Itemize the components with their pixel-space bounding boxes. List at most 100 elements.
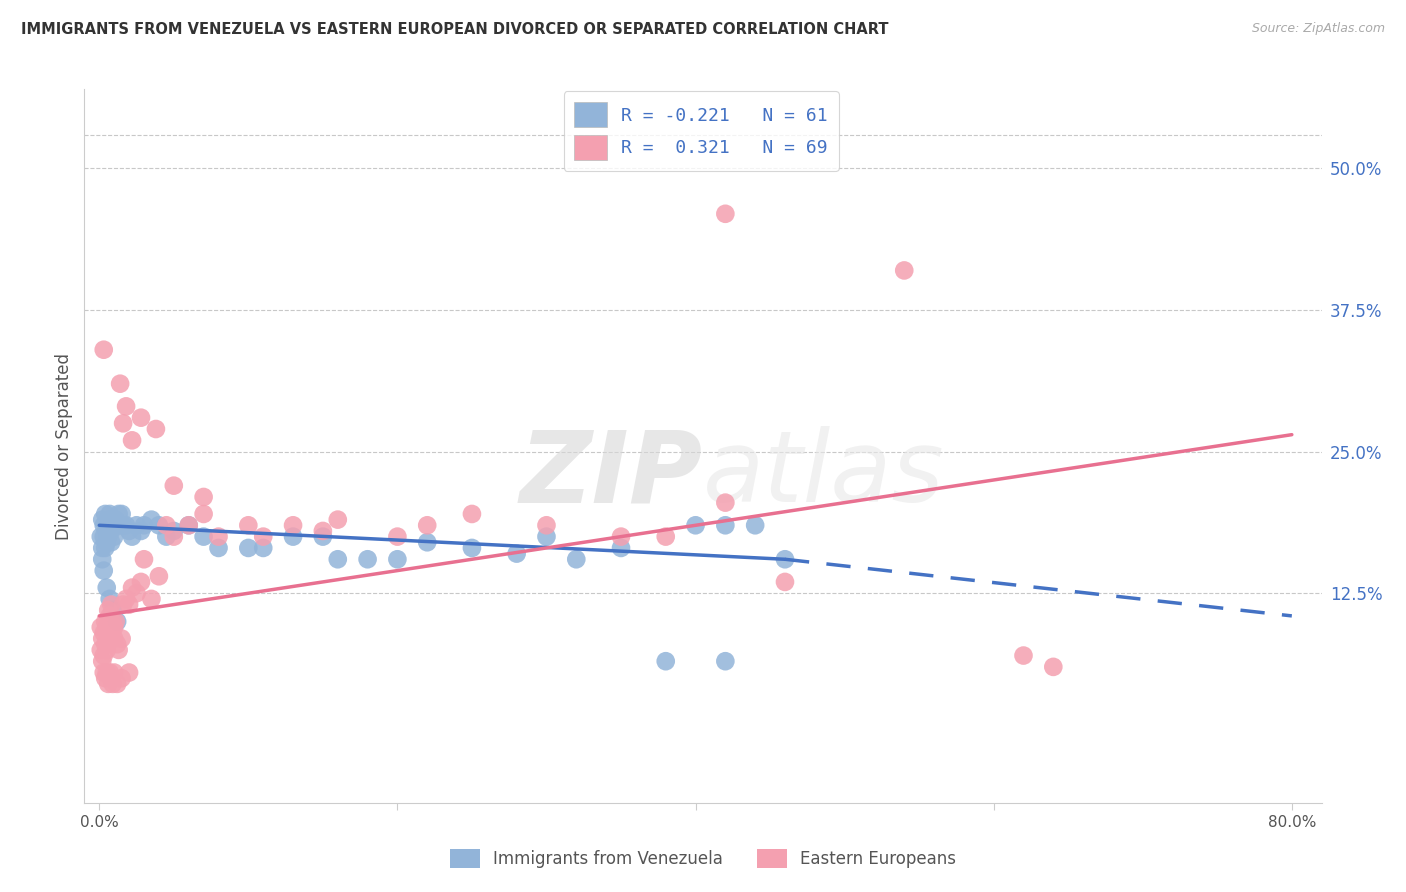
Point [118, 524, 141, 538]
Point [104, 615, 127, 629]
Point [96, 665, 118, 680]
Text: IMMIGRANTS FROM VENEZUELA VS EASTERN EUROPEAN DIVORCED OR SEPARATED CORRELATION : IMMIGRANTS FROM VENEZUELA VS EASTERN EUR… [21, 22, 889, 37]
Point [685, 518, 707, 533]
Point [97, 513, 120, 527]
Point [238, 518, 260, 533]
Point [610, 530, 633, 544]
Point [773, 574, 796, 589]
Point [94, 671, 117, 685]
Point [207, 541, 229, 555]
Point [108, 518, 131, 533]
Point [91, 632, 114, 646]
Point [91, 541, 114, 555]
Point [356, 552, 378, 566]
Point [121, 581, 143, 595]
Point [96, 524, 118, 538]
Point [654, 530, 676, 544]
Point [100, 671, 122, 685]
Point [98, 632, 121, 646]
Point [132, 518, 155, 533]
Point [654, 654, 676, 668]
Point [565, 552, 588, 566]
Point [252, 541, 274, 555]
Point [129, 410, 152, 425]
Point [145, 422, 167, 436]
Point [91, 654, 114, 668]
Point [1042, 660, 1064, 674]
Point [312, 524, 335, 538]
Point [238, 541, 260, 555]
Point [96, 535, 118, 549]
Point [141, 591, 163, 606]
Point [312, 530, 335, 544]
Point [100, 598, 122, 612]
Point [96, 620, 118, 634]
Point [132, 552, 155, 566]
Point [112, 417, 135, 431]
Point [98, 608, 121, 623]
Point [103, 530, 125, 544]
Point [97, 677, 120, 691]
Point [155, 530, 177, 544]
Point [893, 263, 915, 277]
Point [103, 518, 125, 533]
Point [98, 507, 121, 521]
Point [148, 518, 170, 533]
Point [193, 490, 215, 504]
Point [97, 530, 120, 544]
Point [98, 665, 121, 680]
Point [91, 552, 114, 566]
Point [93, 343, 115, 357]
Point [93, 648, 115, 663]
Point [155, 518, 177, 533]
Legend: Immigrants from Venezuela, Eastern Europeans: Immigrants from Venezuela, Eastern Europ… [443, 842, 963, 875]
Point [105, 518, 128, 533]
Point [714, 207, 737, 221]
Point [125, 518, 148, 533]
Point [100, 524, 122, 538]
Point [326, 552, 349, 566]
Point [103, 665, 125, 680]
Point [94, 541, 117, 555]
Point [121, 530, 143, 544]
Point [103, 632, 125, 646]
Point [177, 518, 200, 533]
Point [98, 591, 121, 606]
Point [129, 524, 152, 538]
Point [101, 513, 124, 527]
Point [97, 603, 120, 617]
Point [115, 591, 138, 606]
Point [536, 518, 558, 533]
Point [93, 626, 115, 640]
Point [98, 518, 121, 533]
Point [714, 518, 737, 533]
Y-axis label: Divorced or Separated: Divorced or Separated [55, 352, 73, 540]
Point [163, 530, 186, 544]
Point [111, 671, 134, 685]
Point [103, 620, 125, 634]
Text: atlas: atlas [703, 426, 945, 523]
Point [100, 535, 122, 549]
Point [125, 586, 148, 600]
Point [96, 581, 118, 595]
Point [193, 530, 215, 544]
Point [100, 620, 122, 634]
Point [416, 518, 439, 533]
Point [96, 643, 118, 657]
Point [326, 513, 349, 527]
Point [104, 513, 127, 527]
Point [387, 552, 409, 566]
Point [112, 518, 135, 533]
Point [94, 637, 117, 651]
Point [112, 598, 135, 612]
Point [93, 518, 115, 533]
Point [1012, 648, 1035, 663]
Point [93, 665, 115, 680]
Legend: R = -0.221   N = 61, R =  0.321   N = 69: R = -0.221 N = 61, R = 0.321 N = 69 [564, 91, 839, 171]
Point [111, 507, 134, 521]
Point [101, 603, 124, 617]
Point [94, 507, 117, 521]
Point [744, 518, 766, 533]
Point [107, 507, 129, 521]
Point [105, 677, 128, 691]
